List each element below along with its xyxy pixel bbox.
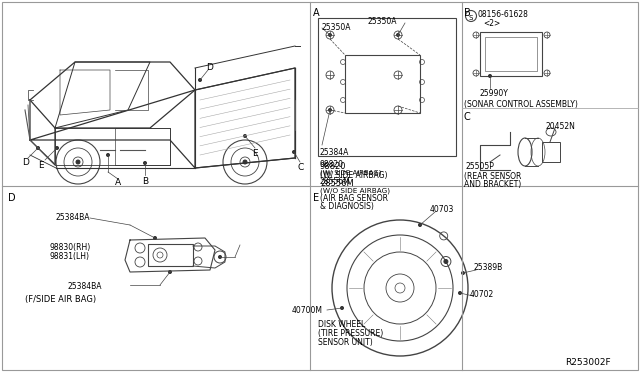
Text: 25350A: 25350A [322, 23, 351, 32]
Bar [480, 32, 542, 76]
Text: SENSOR UNIT): SENSOR UNIT) [318, 338, 372, 347]
Text: C: C [464, 112, 471, 122]
Text: 20452N: 20452N [545, 122, 575, 131]
Circle shape [397, 33, 399, 36]
Bar [542, 142, 560, 162]
Text: D: D [206, 63, 213, 72]
Text: R253002F: R253002F [565, 358, 611, 367]
Text: (AIR BAG SENSOR: (AIR BAG SENSOR [320, 194, 388, 203]
Text: 25505P: 25505P [465, 162, 494, 171]
Text: 25384BA: 25384BA [55, 213, 90, 222]
Circle shape [198, 78, 202, 81]
Circle shape [76, 160, 80, 164]
Circle shape [419, 224, 422, 227]
Text: 40702: 40702 [470, 290, 494, 299]
Circle shape [328, 33, 332, 36]
Text: E: E [38, 161, 44, 170]
Text: D: D [8, 193, 15, 203]
Circle shape [243, 135, 246, 138]
Text: S: S [468, 16, 473, 22]
Circle shape [143, 161, 147, 164]
Text: 98820: 98820 [320, 162, 346, 171]
Text: B: B [464, 8, 471, 18]
Text: A: A [313, 8, 319, 18]
Circle shape [218, 256, 221, 259]
Text: (REAR SENSOR: (REAR SENSOR [464, 172, 522, 181]
Circle shape [168, 270, 172, 273]
Text: B: B [142, 177, 148, 186]
Circle shape [458, 292, 461, 295]
Text: 25350A: 25350A [368, 17, 397, 26]
Text: 28556M: 28556M [320, 177, 351, 186]
Text: 25389B: 25389B [473, 263, 502, 272]
Circle shape [106, 154, 109, 157]
Text: DISK WHEEL: DISK WHEEL [318, 320, 365, 329]
Circle shape [340, 307, 344, 310]
Circle shape [328, 109, 332, 112]
Text: 40700M: 40700M [292, 306, 323, 315]
Text: 25384A: 25384A [320, 148, 349, 157]
Circle shape [292, 151, 296, 154]
Bar [345, 55, 420, 113]
Text: 25990Y: 25990Y [480, 89, 509, 98]
Text: 98820: 98820 [320, 160, 344, 169]
Text: 28556M: 28556M [320, 179, 354, 188]
Circle shape [36, 147, 40, 150]
Text: E: E [313, 193, 319, 203]
Circle shape [461, 272, 465, 275]
Circle shape [56, 147, 58, 150]
Text: (W/ SIDE AIRBAG): (W/ SIDE AIRBAG) [320, 169, 381, 176]
Text: (TIRE PRESSURE): (TIRE PRESSURE) [318, 329, 383, 338]
Text: 25384BA: 25384BA [68, 282, 102, 291]
Text: (W/ SIDE AIRBAG): (W/ SIDE AIRBAG) [320, 171, 387, 180]
Text: <2>: <2> [483, 19, 500, 28]
Text: 40703: 40703 [430, 205, 454, 214]
Text: (SONAR CONTROL ASSEMBLY): (SONAR CONTROL ASSEMBLY) [464, 100, 578, 109]
Text: AND BRACKET): AND BRACKET) [464, 180, 521, 189]
Text: D: D [22, 158, 29, 167]
Bar [148, 244, 193, 266]
Text: (F/SIDE AIR BAG): (F/SIDE AIR BAG) [25, 295, 96, 304]
Text: C: C [298, 163, 304, 172]
Circle shape [154, 237, 157, 240]
Text: A: A [115, 178, 121, 187]
Circle shape [488, 74, 492, 77]
Text: (W/O SIDE AIRBAG): (W/O SIDE AIRBAG) [320, 187, 390, 193]
Text: 08156-61628: 08156-61628 [478, 10, 529, 19]
Text: & DIAGNOSIS): & DIAGNOSIS) [320, 202, 374, 211]
Text: 98830(RH): 98830(RH) [50, 243, 92, 252]
Circle shape [243, 160, 247, 164]
Text: E: E [252, 149, 258, 158]
Text: 98831(LH): 98831(LH) [50, 252, 90, 261]
Circle shape [444, 260, 448, 263]
Bar [318, 18, 456, 156]
Bar [485, 37, 537, 71]
